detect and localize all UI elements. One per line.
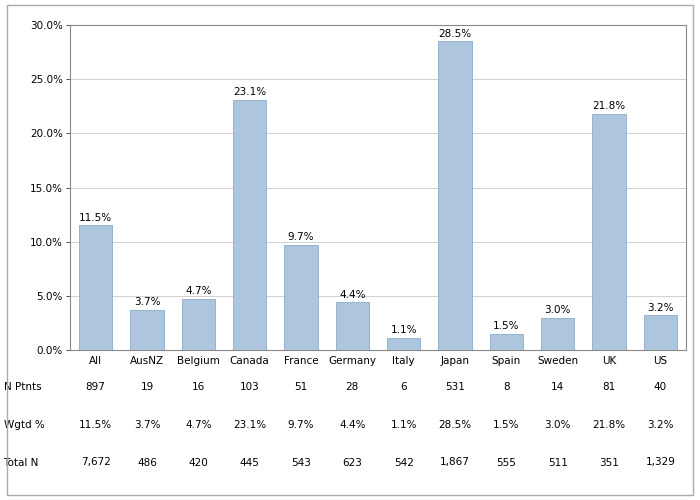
Text: 21.8%: 21.8% [592,420,626,430]
Text: 23.1%: 23.1% [233,420,266,430]
Text: 486: 486 [137,458,157,468]
Text: 542: 542 [393,458,414,468]
Text: 4.4%: 4.4% [339,420,365,430]
Bar [336,302,369,350]
Text: 543: 543 [291,458,311,468]
Text: 51: 51 [295,382,307,392]
Text: 3.2%: 3.2% [647,420,673,430]
Bar [541,318,574,350]
Text: 511: 511 [547,458,568,468]
Text: 3.2%: 3.2% [647,302,673,312]
Bar [181,299,215,350]
Text: 9.7%: 9.7% [288,232,314,242]
Text: 3.0%: 3.0% [545,305,571,315]
Text: 9.7%: 9.7% [288,420,314,430]
Text: 1.1%: 1.1% [391,326,417,336]
Text: 3.7%: 3.7% [134,420,160,430]
Text: 7,672: 7,672 [80,458,111,468]
Text: N Ptnts: N Ptnts [4,382,41,392]
Bar [490,334,523,350]
Text: 6: 6 [400,382,407,392]
Text: Wgtd %: Wgtd % [4,420,44,430]
Bar [233,100,266,350]
Text: 1.1%: 1.1% [391,420,417,430]
Text: 445: 445 [239,458,260,468]
Text: 4.7%: 4.7% [185,420,211,430]
Text: 11.5%: 11.5% [79,420,112,430]
Text: 81: 81 [603,382,615,392]
Bar [79,226,112,350]
Bar [592,114,626,350]
Text: 8: 8 [503,382,510,392]
Text: 897: 897 [85,382,106,392]
Bar [130,310,164,350]
Text: Total N: Total N [4,458,39,468]
Bar [438,42,472,350]
Text: 623: 623 [342,458,363,468]
Text: 28.5%: 28.5% [438,28,472,38]
Text: 351: 351 [599,458,619,468]
Bar [644,316,677,350]
Text: 1,867: 1,867 [440,458,470,468]
Text: 4.4%: 4.4% [339,290,365,300]
Text: 11.5%: 11.5% [79,212,112,222]
Text: 1.5%: 1.5% [493,321,519,331]
Text: 23.1%: 23.1% [233,87,266,97]
Bar [284,245,318,350]
Text: 28: 28 [346,382,359,392]
Text: 40: 40 [654,382,667,392]
Text: 3.7%: 3.7% [134,297,160,307]
Text: 16: 16 [192,382,205,392]
Text: 1.5%: 1.5% [493,420,519,430]
Text: 103: 103 [240,382,260,392]
Text: 531: 531 [445,382,465,392]
Text: 4.7%: 4.7% [185,286,211,296]
Text: 14: 14 [551,382,564,392]
Text: 28.5%: 28.5% [438,420,472,430]
Bar [387,338,420,350]
Text: 3.0%: 3.0% [545,420,571,430]
Text: 555: 555 [496,458,517,468]
Text: 19: 19 [141,382,153,392]
Text: 21.8%: 21.8% [592,101,626,111]
Text: 420: 420 [188,458,208,468]
Text: 1,329: 1,329 [645,458,675,468]
